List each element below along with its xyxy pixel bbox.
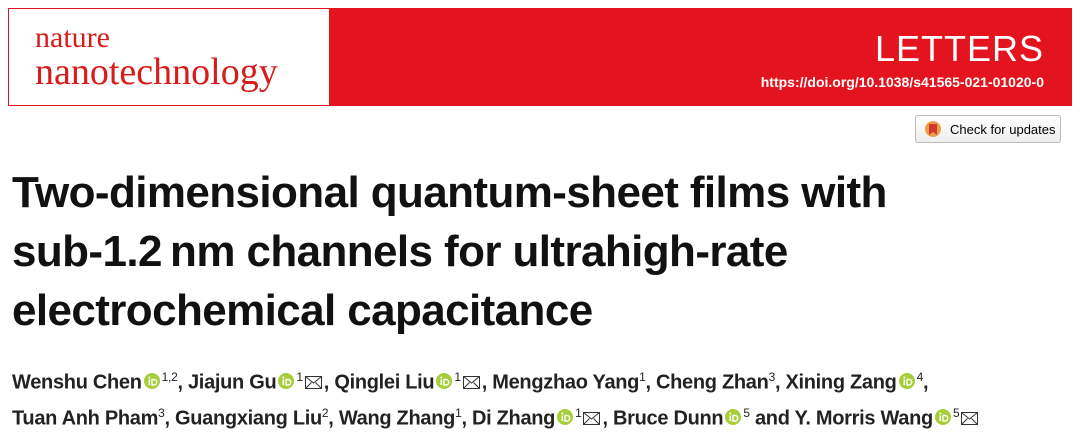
- title-line: Two-dimensional quantum-sheet films with: [12, 168, 887, 217]
- author-line: Wenshu Chen 1,2, Jiajun Gu 1, Qinglei Liu 1…: [12, 370, 929, 395]
- email-icon[interactable]: [961, 408, 979, 431]
- section-label: LETTERS: [874, 28, 1044, 69]
- separator: ,: [481, 371, 493, 394]
- orcid-icon[interactable]: [934, 408, 951, 431]
- author-name: Di Zhang: [471, 407, 556, 430]
- orcid-icon[interactable]: [278, 372, 295, 395]
- separator: ,: [328, 407, 339, 430]
- orcid-icon[interactable]: [143, 372, 160, 395]
- author-name: Y. Morris Wang: [794, 407, 934, 430]
- author-name: Wang Zhang: [338, 407, 456, 430]
- affiliation: 1: [639, 370, 646, 384]
- affiliation: 3: [158, 406, 165, 420]
- separator: ,: [774, 371, 786, 394]
- affiliation: 1: [296, 370, 303, 384]
- title-line: electrochemical capacitance: [12, 286, 593, 335]
- author-name: Tuan Anh Pham: [12, 407, 159, 430]
- separator: ,: [922, 371, 929, 394]
- affiliation: 3: [768, 370, 776, 384]
- author-name: Mengzhao Yang: [492, 371, 640, 394]
- orcid-icon[interactable]: [898, 372, 915, 395]
- separator: ,: [164, 407, 175, 430]
- author-name: Qinglei Liu: [334, 371, 435, 394]
- orcid-icon[interactable]: [557, 408, 574, 431]
- orcid-icon[interactable]: [436, 372, 453, 395]
- journal-header: nature nanotechnology LETTERS https://do…: [8, 8, 1072, 106]
- separator: and: [749, 407, 795, 430]
- check-updates-text: Check for updates: [950, 121, 1056, 137]
- separator: ,: [461, 407, 472, 430]
- author-name: Jiajun Gu: [187, 371, 277, 394]
- author-name: Wenshu Chen: [12, 371, 142, 394]
- separator: ,: [645, 371, 656, 394]
- affiliation: 1,2: [161, 370, 178, 384]
- affiliation: 4: [916, 370, 924, 384]
- affiliation: 5: [952, 406, 960, 420]
- check-icon: [925, 121, 941, 137]
- email-icon[interactable]: [304, 372, 322, 395]
- email-icon[interactable]: [583, 408, 601, 431]
- email-icon[interactable]: [462, 372, 480, 395]
- journal-name: nanotechnology: [35, 51, 278, 93]
- affiliation: 1: [455, 406, 462, 420]
- doi-link[interactable]: https://doi.org/10.1038/s41565-021-01020…: [760, 74, 1044, 90]
- journal-logo: nature nanotechnology: [9, 9, 329, 105]
- separator: ,: [602, 407, 613, 430]
- author-name: Xining Zang: [785, 371, 897, 394]
- affiliation: 1: [575, 406, 582, 420]
- author-name: Guangxiang Liu: [175, 407, 322, 430]
- orcid-icon[interactable]: [725, 408, 742, 431]
- affiliation: 1: [454, 370, 461, 384]
- journal-name: nature: [35, 21, 110, 54]
- separator: ,: [177, 371, 188, 394]
- author-name: Bruce Dunn: [613, 407, 724, 430]
- author-name: Cheng Zhan: [656, 371, 769, 394]
- title-line: sub-1.2 nm channels for ultrahigh-rate: [12, 227, 788, 276]
- check-updates-button[interactable]: Check for updates: [915, 115, 1061, 143]
- separator: ,: [323, 371, 335, 394]
- affiliation: 5: [743, 406, 750, 420]
- affiliation: 2: [321, 406, 329, 420]
- author-line: Tuan Anh Pham3, Guangxiang Liu2, Wang Zh…: [12, 406, 980, 431]
